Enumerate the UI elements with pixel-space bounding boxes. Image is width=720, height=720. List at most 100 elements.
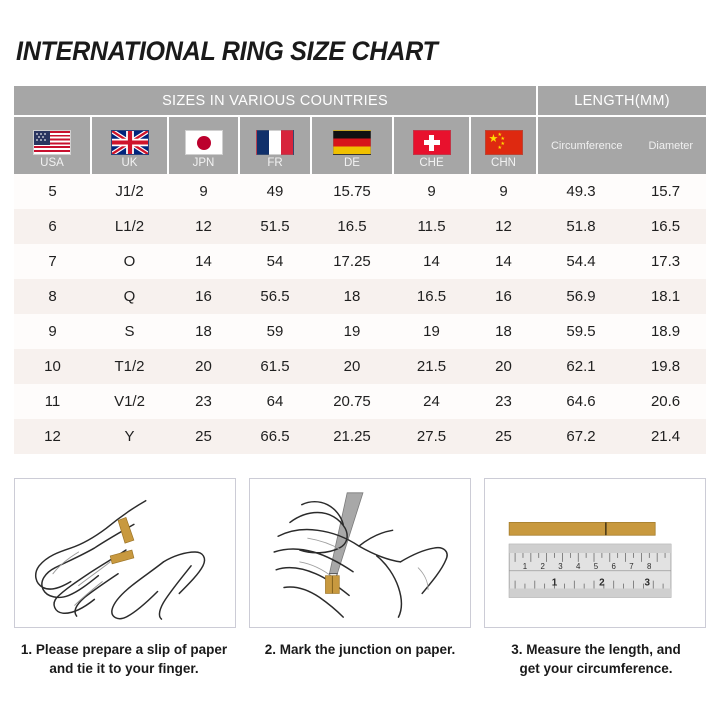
table-header: SIZES IN VARIOUS COUNTRIES LENGTH(MM) US… (14, 86, 707, 174)
column-header-che: CHE (393, 116, 471, 174)
cell-diameter: 17.3 (625, 244, 707, 279)
cell-usa: 8 (14, 279, 91, 314)
cell-de: 20 (311, 349, 393, 384)
svg-text:5: 5 (594, 562, 599, 571)
page-title: INTERNATIONAL RING SIZE CHART (16, 36, 438, 66)
cell-de: 15.75 (311, 174, 393, 209)
svg-text:2: 2 (541, 562, 545, 571)
cell-de: 17.25 (311, 244, 393, 279)
caption-3-line-2: get your circumference. (519, 661, 673, 677)
caption-1-line-2: and tie it to your finger. (49, 661, 199, 677)
cell-chn: 12 (470, 209, 538, 244)
cell-jpn: 12 (168, 209, 239, 244)
svg-text:3: 3 (645, 578, 651, 589)
cell-circumference: 51.8 (537, 209, 626, 244)
svg-text:8: 8 (647, 562, 652, 571)
table-row: 6 L1/2 12 51.5 16.5 11.5 12 51.8 16.5 (14, 209, 707, 244)
length-subheaders: Circumference Diameter (537, 116, 707, 174)
cell-che: 27.5 (393, 419, 470, 454)
cell-uk: T1/2 (91, 349, 168, 384)
cell-che: 19 (393, 314, 470, 349)
cell-jpn: 9 (168, 174, 239, 209)
instruction-captions: 1. Please prepare a slip of paper and ti… (8, 640, 712, 678)
caption-2-line-1: 2. Mark the junction on paper. (264, 642, 456, 657)
cell-usa: 11 (14, 384, 91, 419)
country-header-row: USA (14, 116, 707, 174)
flag-switzerland-icon (394, 121, 469, 155)
cell-chn: 25 (470, 419, 538, 454)
cell-chn: 18 (470, 314, 538, 349)
cell-uk: Q (91, 279, 168, 314)
group-header-length: LENGTH(MM) (537, 86, 707, 117)
cell-che: 14 (393, 244, 470, 279)
cell-diameter: 20.6 (625, 384, 707, 419)
table-row: 7 O 14 54 17.25 14 14 54.4 17.3 (14, 244, 707, 279)
column-label-fr: FR (267, 157, 283, 169)
svg-text:3: 3 (558, 562, 563, 571)
cell-che: 16.5 (393, 279, 470, 314)
column-header-chn: ★ ★ ★ ★ ★ CHN (470, 116, 539, 174)
cell-fr: 49 (239, 174, 311, 209)
instruction-panel-2 (249, 478, 471, 628)
column-label-che: CHE (419, 157, 444, 169)
column-label-diameter: Diameter (648, 139, 694, 152)
table-row: 10 T1/2 20 61.5 20 21.5 20 62.1 19.8 (14, 349, 707, 384)
cell-jpn: 18 (168, 314, 239, 349)
cell-fr: 59 (239, 314, 311, 349)
size-table-container: SIZES IN VARIOUS COUNTRIES LENGTH(MM) US… (14, 86, 707, 454)
cell-che: 21.5 (393, 349, 470, 384)
table-body: 5 J1/2 9 49 15.75 9 9 49.3 15.7 6 L1/2 1… (14, 174, 707, 454)
flag-france-icon (240, 121, 310, 155)
column-header-uk: UK (91, 116, 169, 174)
cell-uk: Y (91, 419, 168, 454)
cell-usa: 12 (14, 419, 91, 454)
cell-de: 18 (311, 279, 393, 314)
group-header-row: SIZES IN VARIOUS COUNTRIES LENGTH(MM) (14, 86, 707, 117)
cell-de: 21.25 (311, 419, 393, 454)
cell-diameter: 15.7 (625, 174, 707, 209)
svg-text:1: 1 (523, 562, 527, 571)
measured-paper-strip (508, 522, 656, 536)
cell-circumference: 59.5 (537, 314, 626, 349)
svg-text:7: 7 (629, 562, 633, 571)
cell-uk: V1/2 (91, 384, 168, 419)
hand-marking-paper-with-pen-illustration (273, 492, 448, 618)
cell-chn: 14 (470, 244, 538, 279)
group-header-countries: SIZES IN VARIOUS COUNTRIES (14, 86, 539, 117)
column-header-jpn: JPN (168, 116, 240, 174)
column-header-fr: FR (239, 116, 312, 174)
cell-diameter: 16.5 (625, 209, 707, 244)
cell-jpn: 20 (168, 349, 239, 384)
flag-germany-icon (312, 121, 392, 155)
cell-diameter: 18.1 (625, 279, 707, 314)
cell-jpn: 14 (168, 244, 239, 279)
table-row: 9 S 18 59 19 19 18 59.5 18.9 (14, 314, 707, 349)
cell-uk: L1/2 (91, 209, 168, 244)
svg-text:1: 1 (552, 578, 558, 589)
svg-text:4: 4 (576, 562, 581, 571)
cell-fr: 51.5 (239, 209, 311, 244)
cell-chn: 23 (470, 384, 538, 419)
caption-3-line-1: 3. Measure the length, and (511, 642, 681, 657)
cell-circumference: 54.4 (537, 244, 626, 279)
cell-usa: 9 (14, 314, 91, 349)
cell-jpn: 16 (168, 279, 239, 314)
cell-chn: 20 (470, 349, 538, 384)
column-header-de: DE (311, 116, 394, 174)
column-label-circumference: Circumference (550, 139, 623, 152)
cell-de: 19 (311, 314, 393, 349)
cell-fr: 56.5 (239, 279, 311, 314)
caption-2: 2. Mark the junction on paper. (244, 640, 476, 678)
ring-size-table: SIZES IN VARIOUS COUNTRIES LENGTH(MM) US… (14, 86, 707, 454)
svg-text:6: 6 (612, 562, 617, 571)
table-row: 8 Q 16 56.5 18 16.5 16 56.9 18.1 (14, 279, 707, 314)
cell-diameter: 19.8 (625, 349, 707, 384)
cell-usa: 6 (14, 209, 91, 244)
column-label-jpn: JPN (192, 157, 215, 169)
flag-usa-icon (14, 121, 90, 155)
cell-che: 9 (393, 174, 470, 209)
cell-uk: O (91, 244, 168, 279)
